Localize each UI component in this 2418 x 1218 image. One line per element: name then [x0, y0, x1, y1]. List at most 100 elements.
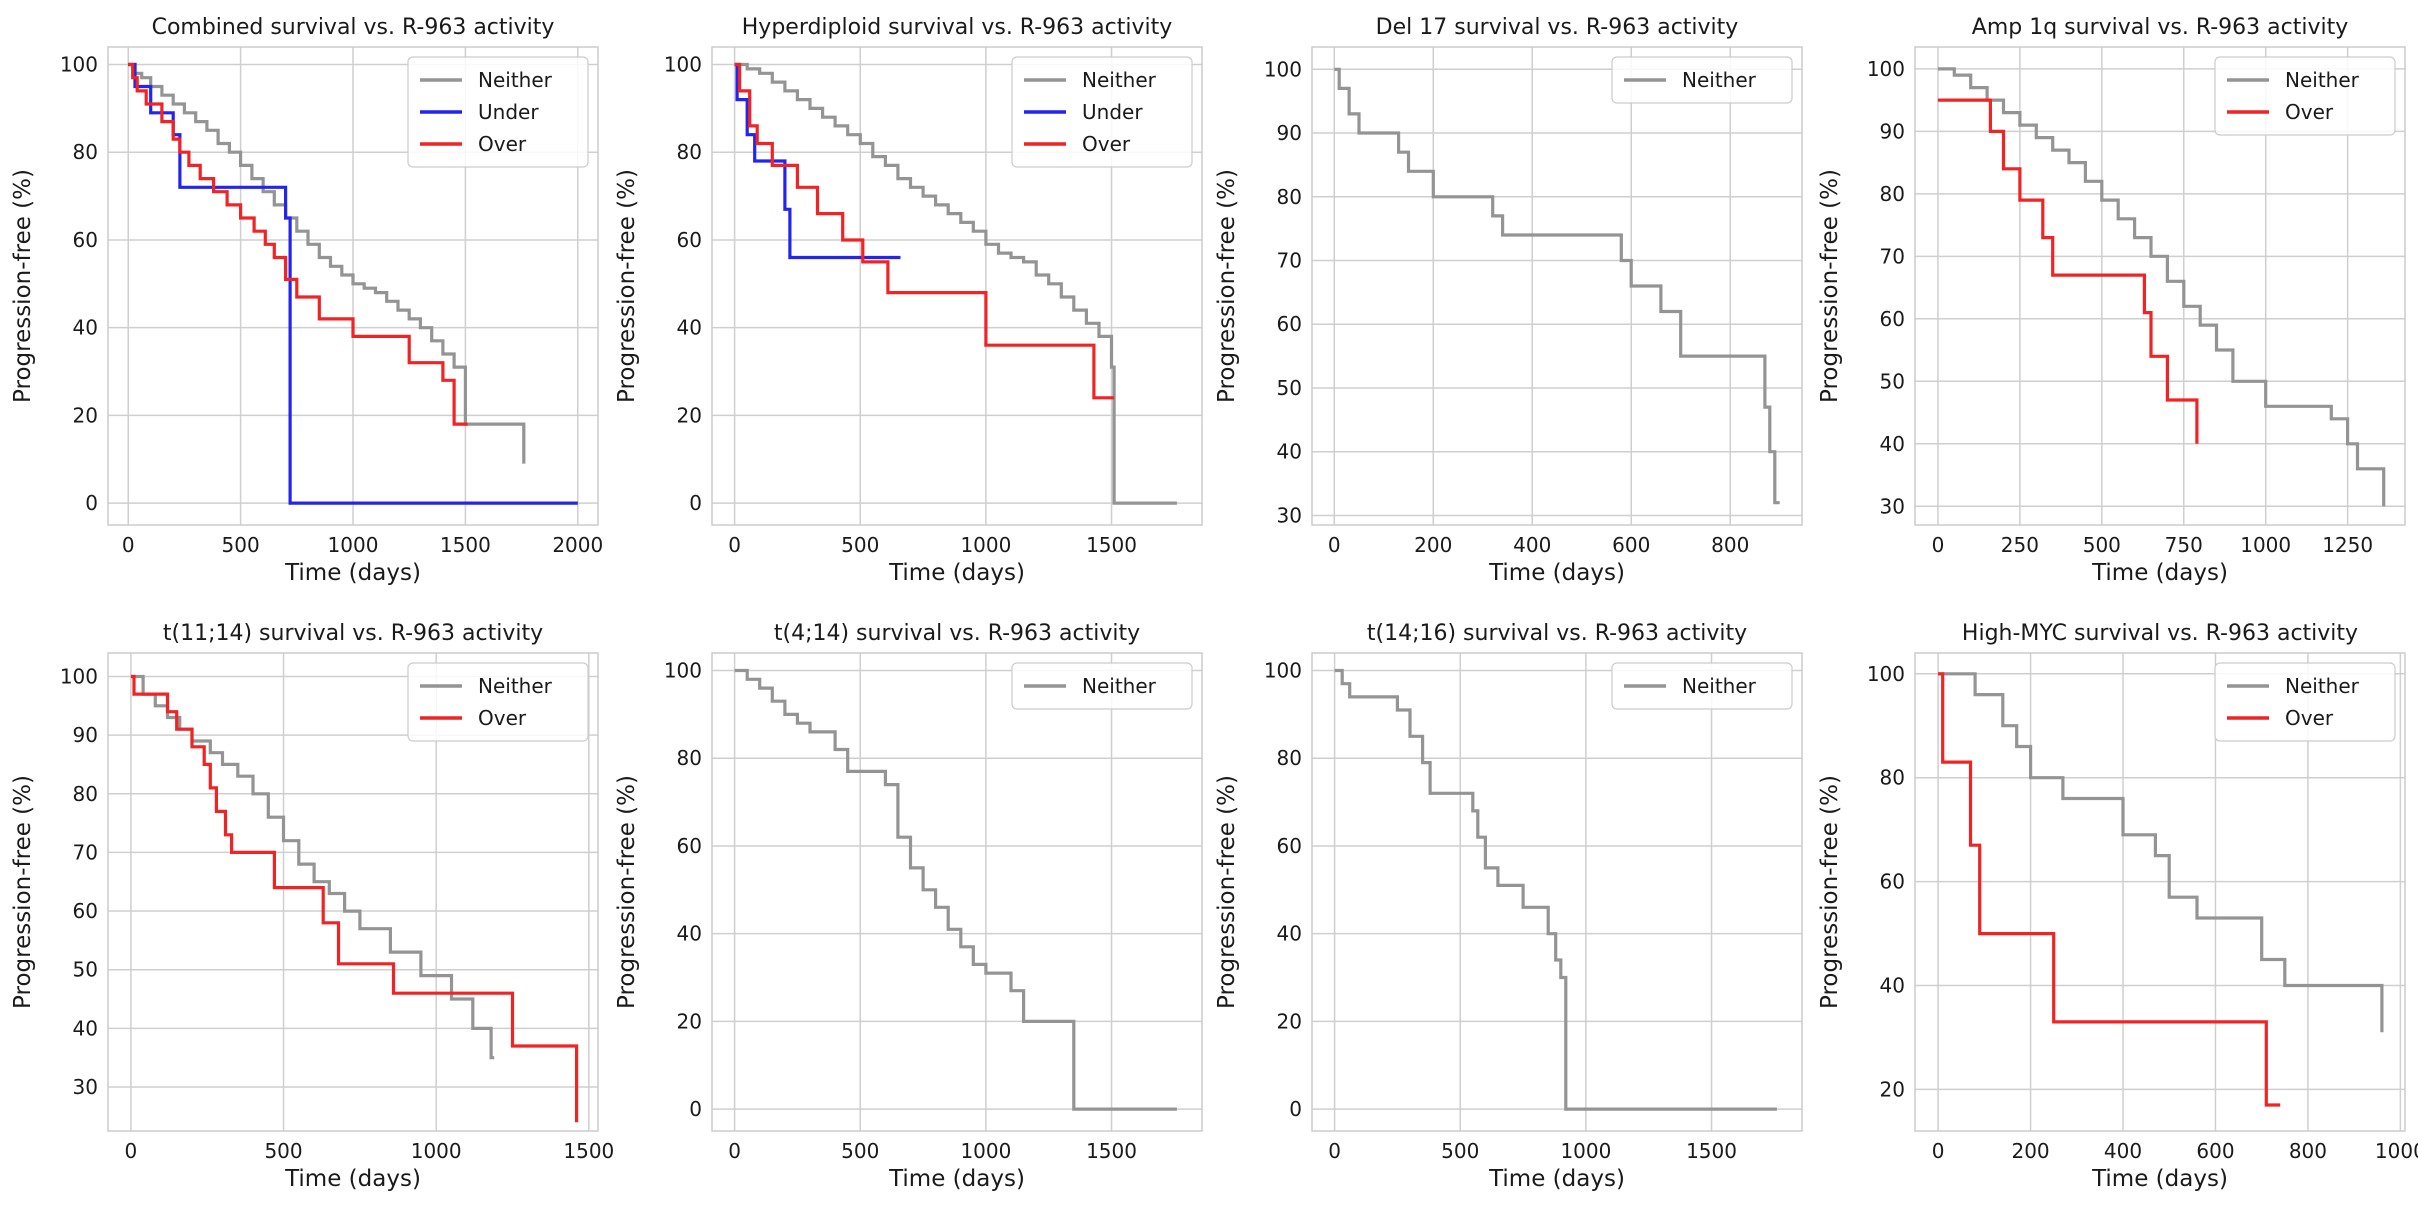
- y-tick-label: 80: [1277, 185, 1302, 209]
- legend-label-over: Over: [478, 132, 527, 156]
- y-tick-label: 70: [1880, 244, 1905, 268]
- y-axis-label: Progression-free (%): [1214, 775, 1240, 1009]
- y-axis-label: Progression-free (%): [1817, 169, 1843, 403]
- legend-label-neither: Neither: [2285, 68, 2360, 92]
- x-axis-label: Time (days): [888, 560, 1025, 586]
- chart-panel-amp: 0 250 500 750 1000 1250 30 40 50 60 70 80 90 100 Amp 1…: [1817, 15, 2406, 586]
- x-tick-label: 500: [1441, 1139, 1479, 1163]
- y-tick-label: 80: [677, 140, 702, 164]
- x-tick-label: 800: [2289, 1139, 2327, 1163]
- x-tick-label: 500: [841, 533, 879, 557]
- legend-box: [1011, 662, 1193, 710]
- x-tick-label: 400: [1513, 533, 1551, 557]
- x-axis-label: Time (days): [2091, 1166, 2228, 1192]
- y-tick-label: 80: [73, 140, 98, 164]
- y-tick-label: 40: [1880, 432, 1905, 456]
- plot-frame: [1914, 46, 2406, 526]
- chart-panel-hyperdiploid: 0 500 1000 1500 0 20 40 60 80 100 Hyperdiploid sur…: [614, 15, 1203, 586]
- y-axis-label: Progression-free (%): [10, 775, 36, 1009]
- x-tick-label: 500: [264, 1139, 302, 1163]
- y-tick-label: 40: [1277, 440, 1302, 464]
- legend: Neither: [1011, 662, 1193, 710]
- y-tick-label: 70: [73, 840, 98, 864]
- y-tick-label: 40: [677, 922, 702, 946]
- y-tick-label: 0: [85, 491, 98, 515]
- series-line-neither: [734, 62, 1177, 505]
- series-line-over: [128, 62, 468, 426]
- plot-frame: [107, 46, 599, 526]
- chart-panel-t-14-16: 0 500 1000 1500 0 20 40 60 80 100 t(14;16) surviva…: [1214, 621, 1803, 1192]
- y-tick-label: 60: [1277, 312, 1302, 336]
- y-axis-label: Progression-free (%): [614, 775, 640, 1009]
- x-tick-label: 600: [2196, 1139, 2234, 1163]
- y-tick-label: 30: [73, 1075, 98, 1099]
- legend-label-neither: Neither: [1082, 68, 1157, 92]
- y-tick-label: 80: [1880, 182, 1905, 206]
- chart-title: Hyperdiploid survival vs. R-963 activity: [742, 15, 1172, 40]
- x-tick-label: 1000: [2375, 1139, 2418, 1163]
- plot-frame: [711, 652, 1203, 1132]
- chart-title: Amp 1q survival vs. R-963 activity: [1972, 15, 2348, 40]
- plot-frame: [1311, 652, 1803, 1132]
- y-tick-label: 100: [1264, 659, 1302, 683]
- legend-label-over: Over: [2285, 706, 2334, 730]
- legend-box: [1011, 56, 1193, 168]
- y-tick-label: 60: [1277, 834, 1302, 858]
- legend-box: [1611, 662, 1793, 710]
- legend: Neither Over: [407, 662, 589, 742]
- x-tick-label: 0: [728, 533, 741, 557]
- x-tick-label: 1500: [563, 1139, 614, 1163]
- chart-panel-del: 0 200 400 600 800 30 40 50 60 70 80 90 100 Del 17 sur…: [1214, 15, 1803, 586]
- chart-title: t(14;16) survival vs. R-963 activity: [1367, 621, 1747, 646]
- legend-box: [407, 662, 589, 742]
- legend-label-neither: Neither: [1682, 674, 1757, 698]
- legend-label-neither: Neither: [478, 68, 553, 92]
- y-tick-label: 90: [1880, 119, 1905, 143]
- series-line-over: [130, 674, 579, 1123]
- y-tick-label: 0: [689, 1097, 702, 1121]
- y-tick-label: 30: [1880, 494, 1905, 518]
- y-tick-label: 60: [677, 228, 702, 252]
- x-tick-label: 400: [2104, 1139, 2142, 1163]
- x-tick-label: 600: [1612, 533, 1650, 557]
- y-axis-label: Progression-free (%): [1214, 169, 1240, 403]
- legend-label-under: Under: [1082, 100, 1143, 124]
- x-tick-label: 1000: [960, 1139, 1011, 1163]
- chart-title: High-MYC survival vs. R-963 activity: [1962, 621, 2358, 646]
- series-line-neither: [1937, 67, 2386, 507]
- legend-label-over: Over: [2285, 100, 2334, 124]
- x-tick-label: 1000: [960, 533, 1011, 557]
- y-tick-label: 40: [677, 316, 702, 340]
- y-tick-label: 20: [677, 403, 702, 427]
- chart-panel-high-myc: 0 200 400 600 800 1000 20 40 60 80 100 High-MYC sur…: [1817, 621, 2418, 1192]
- x-axis-label: Time (days): [284, 560, 421, 586]
- y-tick-label: 90: [73, 723, 98, 747]
- legend-label-over: Over: [478, 706, 527, 730]
- y-axis-label: Progression-free (%): [1817, 775, 1843, 1009]
- series-line-neither: [130, 674, 495, 1060]
- x-axis-label: Time (days): [1488, 560, 1625, 586]
- chart-title: Combined survival vs. R-963 activity: [152, 15, 555, 40]
- x-tick-label: 1500: [440, 533, 491, 557]
- y-tick-label: 50: [1880, 369, 1905, 393]
- legend-label-neither: Neither: [1682, 68, 1757, 92]
- y-tick-label: 80: [73, 782, 98, 806]
- x-tick-label: 200: [2011, 1139, 2049, 1163]
- legend: Neither Over: [2214, 662, 2396, 742]
- chart-panel-combined: 0 500 1000 1500 2000 0 20 40 60 80 100 Combined sur…: [10, 15, 603, 586]
- y-tick-label: 60: [1880, 870, 1905, 894]
- series-line-over: [1938, 672, 2281, 1107]
- y-tick-label: 40: [73, 316, 98, 340]
- legend: Neither: [1611, 662, 1793, 710]
- legend-label-over: Over: [1082, 132, 1131, 156]
- x-tick-label: 1500: [1086, 1139, 1137, 1163]
- y-tick-label: 40: [1277, 922, 1302, 946]
- x-tick-label: 1000: [2240, 533, 2291, 557]
- plot-frame: [1311, 46, 1803, 526]
- legend-box: [1611, 56, 1793, 104]
- x-tick-label: 1500: [1686, 1139, 1737, 1163]
- chart-title: t(4;14) survival vs. R-963 activity: [774, 621, 1140, 646]
- x-tick-label: 0: [1932, 533, 1945, 557]
- series-line-neither: [1334, 67, 1780, 505]
- x-tick-label: 800: [1711, 533, 1749, 557]
